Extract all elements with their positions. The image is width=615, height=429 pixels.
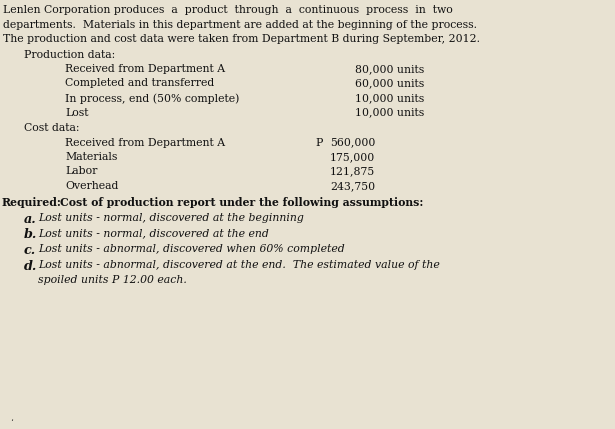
Text: Materials: Materials — [65, 152, 117, 162]
Text: 243,750: 243,750 — [330, 181, 375, 191]
Text: spoiled units P 12.00 each.: spoiled units P 12.00 each. — [38, 275, 187, 285]
Text: Received from Department A: Received from Department A — [65, 64, 225, 74]
Text: 560,000: 560,000 — [330, 138, 375, 148]
Text: Production data:: Production data: — [24, 49, 115, 60]
Text: Cost of production report under the following assumptions:: Cost of production report under the foll… — [60, 196, 423, 208]
Text: 10,000 units: 10,000 units — [355, 93, 424, 103]
Text: Received from Department A: Received from Department A — [65, 138, 225, 148]
Text: Lost units - normal, discovered at the end: Lost units - normal, discovered at the e… — [38, 229, 269, 239]
Text: d.: d. — [24, 260, 38, 272]
Text: Overhead: Overhead — [65, 181, 118, 191]
Text: a.: a. — [24, 213, 37, 226]
Text: Lost units - normal, discovered at the beginning: Lost units - normal, discovered at the b… — [38, 213, 304, 223]
Text: c.: c. — [24, 244, 36, 257]
Text: Required:: Required: — [2, 196, 62, 208]
Text: The production and cost data were taken from Department B during September, 2012: The production and cost data were taken … — [3, 34, 480, 44]
Text: departments.  Materials in this department are added at the beginning of the pro: departments. Materials in this departmen… — [3, 19, 477, 30]
Text: Lost: Lost — [65, 108, 89, 118]
Text: Lost units - abnormal, discovered when 60% completed: Lost units - abnormal, discovered when 6… — [38, 244, 345, 254]
Text: Completed and transferred: Completed and transferred — [65, 79, 214, 88]
Text: Lost units - abnormal, discovered at the end.  The estimated value of the: Lost units - abnormal, discovered at the… — [38, 260, 440, 269]
Text: Labor: Labor — [65, 166, 97, 176]
Text: 60,000 units: 60,000 units — [355, 79, 424, 88]
Text: In process, end (50% complete): In process, end (50% complete) — [65, 93, 239, 103]
Text: P: P — [315, 138, 322, 148]
Text: Lenlen Corporation produces  a  product  through  a  continuous  process  in  tw: Lenlen Corporation produces a product th… — [3, 5, 453, 15]
Text: ‘: ‘ — [10, 419, 13, 427]
Text: 121,875: 121,875 — [330, 166, 375, 176]
Text: b.: b. — [24, 229, 38, 242]
Text: 10,000 units: 10,000 units — [355, 108, 424, 118]
Text: 175,000: 175,000 — [330, 152, 375, 162]
Text: 80,000 units: 80,000 units — [355, 64, 424, 74]
Text: Cost data:: Cost data: — [24, 123, 79, 133]
